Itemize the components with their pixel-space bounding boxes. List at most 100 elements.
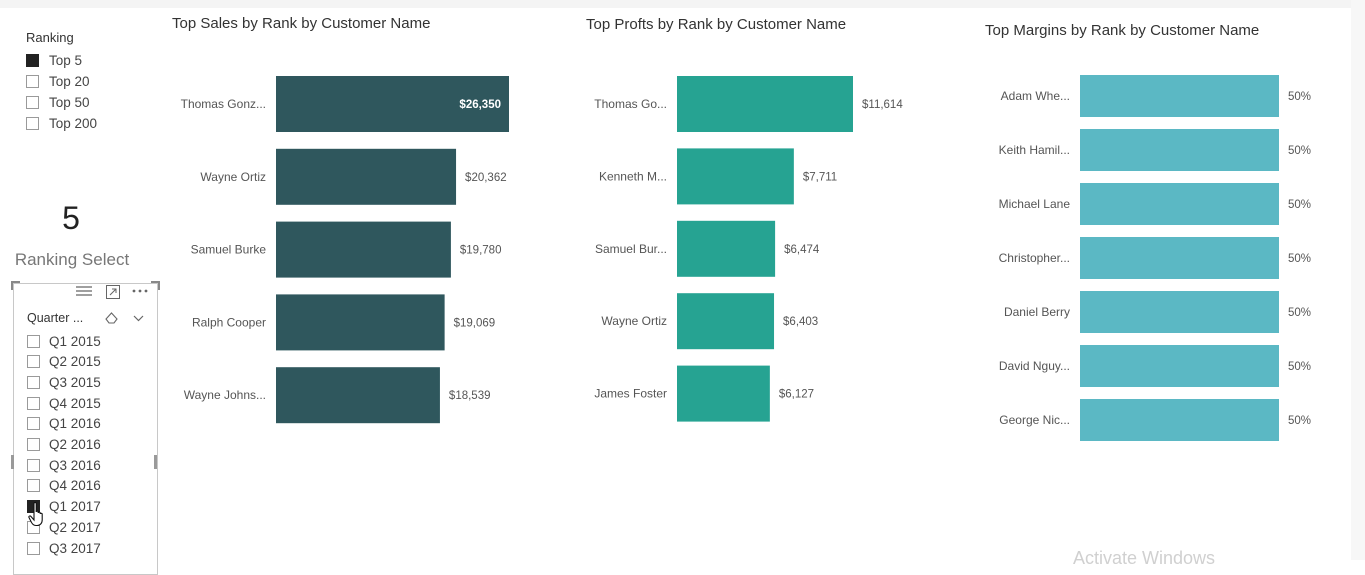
checkbox[interactable]	[27, 541, 40, 555]
category-label: Ralph Cooper	[192, 315, 266, 329]
bar[interactable]	[1080, 399, 1279, 441]
expand-icon[interactable]	[104, 284, 122, 300]
category-label: Thomas Gonz...	[181, 97, 266, 111]
quarter-option-label: Q3 2017	[49, 540, 101, 556]
checkbox[interactable]	[27, 334, 40, 348]
top-strip	[0, 0, 1365, 8]
quarter-option[interactable]: Q2 2016	[27, 435, 101, 455]
bar[interactable]	[1080, 291, 1279, 333]
ranking-option-label: Top 200	[49, 115, 98, 131]
quarter-option-label: Q1 2016	[49, 416, 101, 432]
eraser-icon[interactable]	[103, 310, 119, 326]
category-label: Wayne Johns...	[184, 388, 266, 402]
more-options-icon[interactable]	[130, 284, 150, 298]
checkbox[interactable]	[27, 396, 40, 410]
category-label: Samuel Bur...	[595, 242, 667, 256]
quarter-option[interactable]: Q4 2016	[27, 476, 101, 496]
ranking-slicer-title: Ranking	[26, 30, 74, 45]
quarter-option[interactable]: Q1 2016	[27, 414, 101, 434]
bar[interactable]	[276, 367, 440, 424]
category-label: Daniel Berry	[1004, 305, 1070, 319]
checkbox[interactable]	[27, 355, 40, 369]
ranking-option[interactable]: Top 50	[26, 92, 90, 112]
checkbox[interactable]	[27, 417, 40, 431]
quarter-option[interactable]: Q3 2016	[27, 455, 101, 475]
data-label: 50%	[1288, 361, 1311, 373]
resize-handle-right[interactable]	[154, 455, 157, 469]
profits-chart-title: Top Profts by Rank by Customer Name	[586, 16, 847, 33]
category-label: Kenneth M...	[599, 169, 667, 183]
checkbox[interactable]	[26, 116, 39, 130]
bar[interactable]	[1080, 75, 1279, 117]
bar[interactable]	[677, 293, 775, 350]
data-label: 50%	[1288, 91, 1311, 103]
data-label: $18,539	[449, 390, 491, 402]
category-label: Thomas Go...	[594, 97, 667, 111]
data-label: $11,614	[862, 99, 903, 111]
checkbox[interactable]	[27, 479, 40, 493]
bar[interactable]	[276, 294, 445, 351]
quarter-option-label: Q3 2015	[49, 374, 101, 390]
sales-bar-chart: Thomas Gonz... $26,350 Wayne Ortiz $20,362 S…	[181, 76, 509, 424]
chevron-down-icon[interactable]	[130, 310, 146, 326]
bar[interactable]	[677, 220, 776, 277]
checkbox[interactable]	[26, 95, 39, 109]
bar[interactable]	[677, 365, 770, 422]
bar[interactable]	[1080, 129, 1279, 171]
quarter-option[interactable]: Q3 2015	[27, 372, 101, 392]
category-label: George Nic...	[999, 413, 1070, 427]
category-label: Michael Lane	[999, 197, 1071, 211]
resize-corner-top-left[interactable]	[11, 281, 20, 290]
bar[interactable]	[1080, 237, 1279, 279]
data-label: $6,474	[784, 244, 820, 256]
bar[interactable]	[677, 76, 853, 132]
checkbox-checked[interactable]	[26, 53, 39, 67]
ranking-option[interactable]: Top 5	[26, 50, 82, 70]
data-label: $6,127	[779, 389, 814, 401]
checkbox[interactable]	[27, 458, 40, 472]
category-label: Keith Hamil...	[999, 143, 1070, 157]
quarter-option[interactable]: Q2 2015	[27, 352, 101, 372]
hamburger-icon[interactable]	[75, 284, 93, 298]
resize-corner-top-right[interactable]	[151, 281, 160, 290]
data-label: $26,350	[459, 99, 501, 111]
hand-cursor-icon	[28, 501, 48, 532]
category-label: Wayne Ortiz	[601, 314, 667, 328]
margins-bar-chart: Adam Whe... 50% Keith Hamil... 50% Michael L…	[999, 75, 1311, 441]
checkbox[interactable]	[26, 74, 39, 88]
category-label: Christopher...	[999, 251, 1070, 265]
ranking-option[interactable]: Top 20	[26, 71, 90, 91]
data-label: 50%	[1288, 307, 1311, 319]
data-label: $20,362	[465, 172, 507, 184]
quarter-option[interactable]: Q4 2015	[27, 393, 101, 413]
margins-chart-title: Top Margins by Rank by Customer Name	[985, 22, 1260, 39]
quarter-option-label: Q2 2015	[49, 354, 101, 370]
quarter-option-label: Q1 2017	[49, 499, 101, 515]
bar[interactable]	[276, 148, 457, 205]
profits-bar-chart: Thomas Go... $11,614 Kenneth M... $7,711 Sam…	[594, 76, 903, 422]
bar[interactable]	[276, 76, 509, 132]
ranking-option-label: Top 5	[49, 52, 83, 68]
resize-handle-left[interactable]	[11, 455, 14, 469]
data-label: $19,780	[460, 245, 502, 257]
ranking-option[interactable]: Top 200	[26, 113, 97, 133]
quarter-option-label: Q4 2015	[49, 395, 101, 411]
checkbox[interactable]	[27, 375, 40, 389]
right-scroll-strip[interactable]	[1351, 0, 1365, 560]
quarter-option-label: Q2 2016	[49, 437, 101, 452]
data-label: 50%	[1288, 199, 1311, 211]
bar[interactable]	[276, 221, 451, 278]
bar[interactable]	[1080, 345, 1279, 387]
ranking-card-label: Ranking Select	[14, 250, 130, 269]
category-label: Adam Whe...	[1001, 89, 1070, 103]
data-label: $19,069	[454, 317, 496, 329]
checkbox[interactable]	[27, 438, 40, 451]
quarter-slicer-header[interactable]: Quarter ...	[27, 311, 84, 325]
bar[interactable]	[1080, 183, 1279, 225]
bar[interactable]	[677, 148, 794, 205]
ranking-card-value: 5	[62, 200, 80, 236]
data-label: 50%	[1288, 415, 1311, 427]
quarter-option-label: Q3 2016	[49, 457, 101, 473]
quarter-option[interactable]: Q3 2017	[27, 538, 101, 558]
quarter-option[interactable]: Q1 2015	[27, 331, 101, 351]
